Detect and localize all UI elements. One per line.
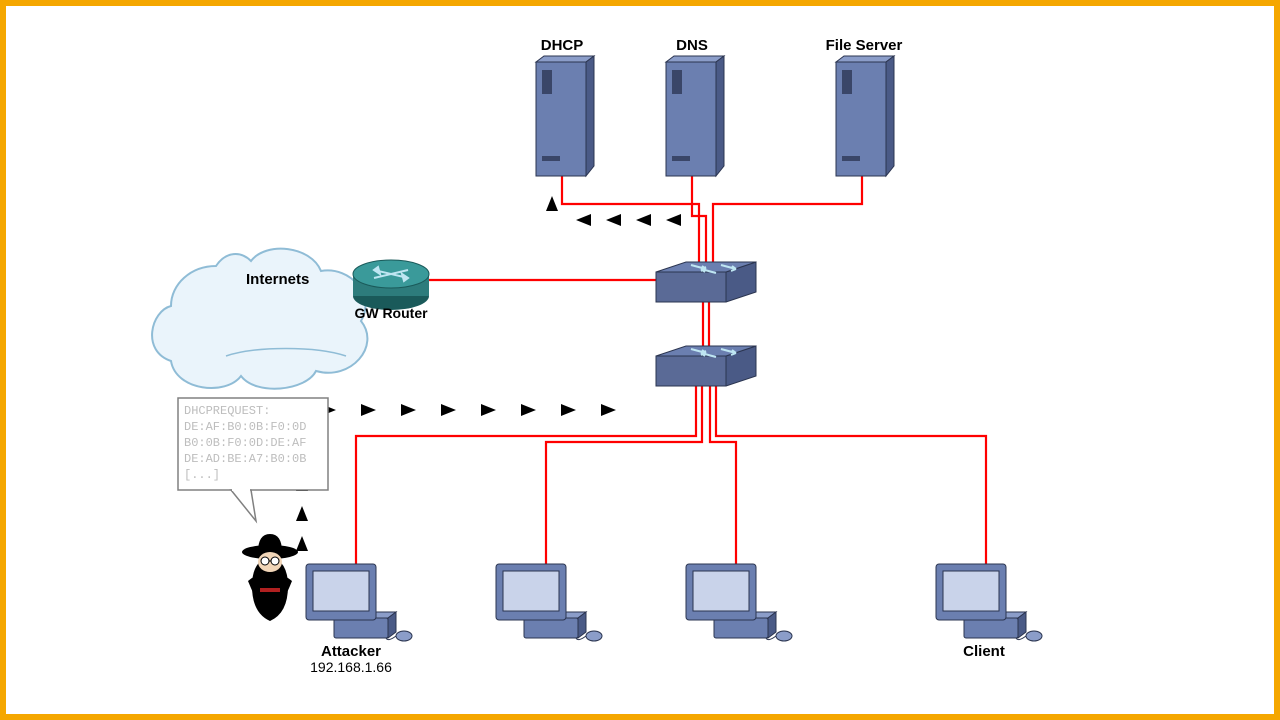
- flow-arrows: [296, 196, 681, 551]
- pc-attacker: [306, 564, 412, 641]
- gw-router: GW Router: [353, 260, 429, 321]
- speech-line-1: DE:AF:B0:0B:F0:0D: [184, 420, 306, 434]
- client-label: Client: [963, 643, 1005, 660]
- internet-cloud: Internets: [152, 249, 367, 389]
- speech-line-3: DE:AD:BE:A7:B0:0B: [184, 452, 306, 466]
- diagram-frame: DHCP DNS File Server: [0, 0, 1280, 720]
- speech-line-4: [...]: [184, 468, 220, 482]
- network-diagram: DHCP DNS File Server: [6, 6, 1274, 714]
- attacker-label: Attacker: [321, 643, 381, 660]
- pc-client: [936, 564, 1042, 641]
- speech-bubble: DHCPREQUEST: DE:AF:B0:0B:F0:0D B0:0B:F0:…: [178, 398, 328, 521]
- dns-label: DNS: [676, 37, 708, 54]
- speech-line-0: DHCPREQUEST:: [184, 404, 270, 418]
- speech-line-2: B0:0B:F0:0D:DE:AF: [184, 436, 306, 450]
- file-label: File Server: [826, 37, 903, 54]
- internets-label: Internets: [246, 271, 309, 288]
- arrows-left: [576, 214, 681, 226]
- gw-label: GW Router: [354, 305, 428, 321]
- dhcp-label: DHCP: [541, 37, 584, 54]
- arrows-up-dhcp: [546, 196, 558, 211]
- attacker-ip: 192.168.1.66: [310, 659, 392, 675]
- server-file: File Server: [826, 37, 903, 176]
- pc-2: [496, 564, 602, 641]
- server-dns: DNS: [666, 37, 724, 176]
- pc-3: [686, 564, 792, 641]
- hacker-icon: [242, 534, 298, 621]
- arrows-right: [321, 404, 616, 416]
- switch-top: [656, 262, 756, 302]
- switch-bottom: [656, 346, 756, 386]
- server-dhcp: DHCP: [536, 37, 594, 176]
